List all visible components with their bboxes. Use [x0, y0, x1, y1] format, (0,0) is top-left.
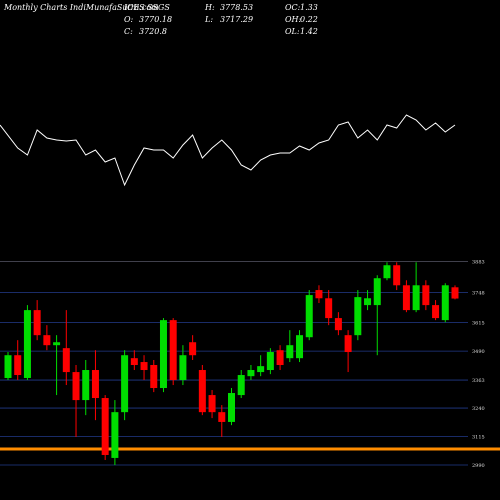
candle-body — [101, 398, 109, 455]
candle-body — [451, 287, 459, 299]
candle-body — [159, 320, 167, 389]
stat-value: 1.33 — [300, 3, 318, 12]
stat-label: OC: — [285, 3, 301, 12]
y-tick-label: 3240 — [472, 406, 485, 412]
candle-body — [208, 395, 216, 413]
chart-title: Monthly Charts IndiMunafaSutra.com — [3, 3, 159, 12]
stat-value: 3770.18 — [139, 15, 172, 24]
candle-body — [150, 365, 158, 389]
candle-body — [402, 285, 410, 311]
candle-body — [296, 335, 304, 359]
candle-body — [257, 366, 265, 373]
candle-body — [276, 350, 284, 366]
indicator-line — [0, 114, 456, 187]
y-tick-label: 3363 — [472, 378, 485, 384]
y-tick-label: 3748 — [472, 290, 485, 296]
stat-label: H: — [204, 3, 215, 12]
y-tick-label: 2990 — [472, 463, 485, 469]
y-tick-label: 3883 — [472, 260, 485, 266]
stat-value: 3717.29 — [220, 15, 253, 24]
candle-body — [344, 335, 352, 353]
candle-body — [189, 342, 197, 356]
candle-body — [169, 320, 177, 381]
candle-body — [53, 342, 61, 346]
candle-body — [441, 285, 449, 321]
chart-subtitle: ICES SSGS — [123, 3, 170, 12]
stat-label: O: — [124, 15, 134, 24]
candle-body — [315, 290, 323, 299]
candle-body — [14, 355, 22, 376]
candle-body — [33, 310, 41, 336]
candle-body — [432, 305, 440, 319]
candle-body — [198, 370, 206, 413]
candle-body — [412, 285, 420, 311]
stat-label: L: — [204, 15, 213, 24]
y-tick-label: 3490 — [472, 349, 485, 355]
candle-body — [91, 370, 99, 399]
candle-body — [111, 412, 119, 458]
candle-body — [237, 375, 245, 396]
candle-body — [334, 318, 342, 331]
candle-body — [179, 355, 187, 381]
y-tick-label: 3615 — [472, 321, 485, 327]
candle-body — [325, 298, 333, 319]
stat-label: OL: — [285, 27, 300, 36]
candle-body — [43, 335, 51, 346]
candle-body — [286, 345, 294, 359]
candle-body — [121, 355, 129, 413]
stat-label: C: — [124, 27, 133, 36]
candle-body — [62, 348, 70, 373]
stat-value: 3720.8 — [139, 27, 167, 36]
stat-value: 1.42 — [300, 27, 318, 36]
stat-value: 0.22 — [300, 15, 318, 24]
candle-body — [305, 295, 313, 338]
candle-body — [23, 310, 31, 378]
candle-body — [4, 355, 12, 378]
candle-body — [373, 278, 381, 306]
candle-body — [228, 393, 235, 422]
candle-body — [140, 362, 148, 371]
candle-body — [72, 372, 80, 401]
candle-body — [364, 298, 372, 306]
candle-body — [393, 265, 401, 286]
candle-body — [383, 265, 391, 279]
candle-body — [82, 370, 90, 401]
candle-body — [218, 412, 226, 422]
candle-body — [266, 352, 274, 371]
y-tick-label: 3115 — [472, 435, 485, 441]
stat-label: OH: — [285, 15, 302, 24]
candle-body — [247, 370, 255, 377]
stat-value: 3778.53 — [220, 3, 253, 12]
candle-body — [422, 285, 430, 306]
candle-body — [130, 358, 138, 366]
candle-body — [354, 297, 362, 336]
